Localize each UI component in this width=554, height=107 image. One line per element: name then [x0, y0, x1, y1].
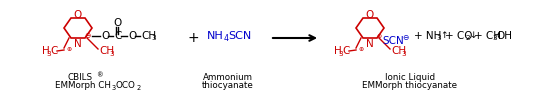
Text: + CH: + CH	[474, 31, 501, 41]
Text: CH: CH	[391, 46, 406, 56]
Text: CH: CH	[141, 31, 156, 41]
Text: OH: OH	[496, 31, 512, 41]
Text: Ammonium: Ammonium	[203, 73, 253, 82]
Text: ↑: ↑	[440, 31, 448, 41]
Text: C: C	[50, 46, 58, 56]
Text: OCO: OCO	[116, 82, 136, 91]
Text: + CO: + CO	[445, 31, 473, 41]
Text: NH: NH	[207, 31, 224, 41]
Text: C: C	[114, 31, 121, 41]
Text: 4: 4	[224, 34, 229, 43]
Text: CBILS: CBILS	[68, 73, 93, 82]
Text: ↓: ↓	[469, 31, 476, 41]
Text: 3: 3	[436, 36, 440, 42]
Text: O: O	[101, 31, 109, 41]
Text: N: N	[74, 39, 82, 49]
Text: N: N	[366, 39, 374, 49]
Text: 3: 3	[46, 51, 50, 56]
Text: O: O	[74, 10, 82, 20]
Text: O: O	[366, 10, 374, 20]
Text: ⊕: ⊕	[66, 47, 71, 51]
Text: O: O	[128, 31, 136, 41]
Text: SCN: SCN	[382, 36, 404, 46]
Text: ⊖: ⊖	[84, 30, 90, 39]
Text: 3: 3	[492, 36, 496, 42]
Text: ⊕: ⊕	[358, 47, 363, 51]
Text: thiocyanate: thiocyanate	[202, 82, 254, 91]
Text: ⊕: ⊕	[376, 33, 381, 39]
Text: +: +	[187, 31, 199, 45]
Text: Ionic Liquid: Ionic Liquid	[385, 73, 435, 82]
Text: 3: 3	[112, 85, 116, 91]
Text: ®: ®	[96, 72, 102, 78]
Text: C: C	[342, 46, 350, 56]
Text: 3: 3	[151, 36, 156, 42]
Text: 3: 3	[338, 51, 342, 56]
Text: 2: 2	[465, 36, 470, 42]
Text: EMMorph thiocyanate: EMMorph thiocyanate	[362, 82, 458, 91]
Text: O: O	[113, 18, 121, 28]
Text: 3: 3	[401, 51, 406, 56]
Text: SCN: SCN	[228, 31, 252, 41]
Text: 3: 3	[109, 51, 114, 56]
Text: + NH: + NH	[414, 31, 442, 41]
Text: EMMorph CH: EMMorph CH	[55, 82, 111, 91]
Text: H: H	[42, 46, 50, 56]
Text: CH: CH	[99, 46, 114, 56]
Text: H: H	[334, 46, 342, 56]
Text: ⊖: ⊖	[402, 33, 408, 42]
Text: 2: 2	[137, 85, 141, 91]
